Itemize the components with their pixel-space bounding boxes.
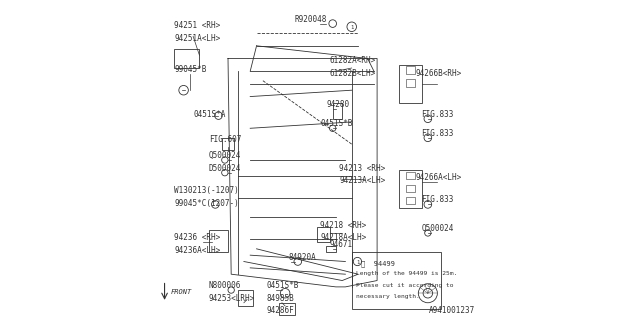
Text: Q500024: Q500024 xyxy=(209,151,241,160)
Bar xyxy=(399,65,422,103)
Text: 94266B<RH>: 94266B<RH> xyxy=(415,68,461,77)
Text: 94251 <RH>: 94251 <RH> xyxy=(174,21,220,30)
Text: 94213A<LH>: 94213A<LH> xyxy=(339,176,385,185)
Text: A941001237: A941001237 xyxy=(429,307,476,316)
Bar xyxy=(279,303,294,316)
Text: R920048: R920048 xyxy=(294,15,327,24)
Text: 1: 1 xyxy=(350,25,353,30)
Text: FIG.607: FIG.607 xyxy=(209,135,241,144)
Bar xyxy=(174,49,200,68)
Text: FIG.833: FIG.833 xyxy=(422,196,454,204)
Bar xyxy=(333,103,342,119)
Text: Q500024: Q500024 xyxy=(422,224,454,233)
Bar xyxy=(221,138,234,150)
Bar xyxy=(406,79,415,87)
Bar xyxy=(317,227,330,243)
Text: 94286F: 94286F xyxy=(266,307,294,316)
Text: 94218 <RH>: 94218 <RH> xyxy=(320,221,366,230)
Text: 99045*B: 99045*B xyxy=(174,65,207,74)
Text: 84920A: 84920A xyxy=(288,252,316,261)
Text: 94236 <RH>: 94236 <RH> xyxy=(174,234,220,243)
Text: 94280: 94280 xyxy=(326,100,349,109)
Text: D500024: D500024 xyxy=(209,164,241,173)
Text: FIG.833: FIG.833 xyxy=(422,129,454,138)
Text: FIG.833: FIG.833 xyxy=(422,110,454,119)
Text: Please cut it according to: Please cut it according to xyxy=(356,283,454,288)
Bar xyxy=(326,246,336,252)
Text: N800006: N800006 xyxy=(209,281,241,290)
Text: necessary length.: necessary length. xyxy=(356,294,420,299)
Bar xyxy=(406,67,415,74)
Text: Length of the 94499 is 25m.: Length of the 94499 is 25m. xyxy=(356,271,458,276)
Text: 94213 <RH>: 94213 <RH> xyxy=(339,164,385,173)
Bar xyxy=(406,172,415,179)
Bar xyxy=(406,197,415,204)
Text: W130213(-1207): W130213(-1207) xyxy=(174,186,239,195)
Bar xyxy=(406,185,415,192)
Text: FRONT: FRONT xyxy=(171,289,192,295)
Text: 94218A<LH>: 94218A<LH> xyxy=(320,234,366,243)
Text: 94671: 94671 xyxy=(330,240,353,249)
Text: 94236A<LH>: 94236A<LH> xyxy=(174,246,220,255)
Text: 94253<LRH>: 94253<LRH> xyxy=(209,294,255,303)
Text: 61282B<LH>: 61282B<LH> xyxy=(330,68,376,77)
Text: 94251A<LH>: 94251A<LH> xyxy=(174,34,220,43)
Text: 99045*C(1207-): 99045*C(1207-) xyxy=(174,199,239,208)
Text: 0451S*B: 0451S*B xyxy=(266,281,298,290)
Text: 84985B: 84985B xyxy=(266,294,294,303)
Bar xyxy=(209,230,228,252)
Text: 94266A<LH>: 94266A<LH> xyxy=(415,173,461,182)
Bar xyxy=(352,252,440,309)
Text: 0451S*A: 0451S*A xyxy=(193,110,225,119)
Text: 1: 1 xyxy=(356,260,359,265)
Text: 0451S*B: 0451S*B xyxy=(320,119,353,128)
Bar xyxy=(399,170,422,208)
Bar xyxy=(237,290,253,306)
Text: 61282A<RH>: 61282A<RH> xyxy=(330,56,376,65)
Text: ①  94499: ① 94499 xyxy=(361,260,396,267)
